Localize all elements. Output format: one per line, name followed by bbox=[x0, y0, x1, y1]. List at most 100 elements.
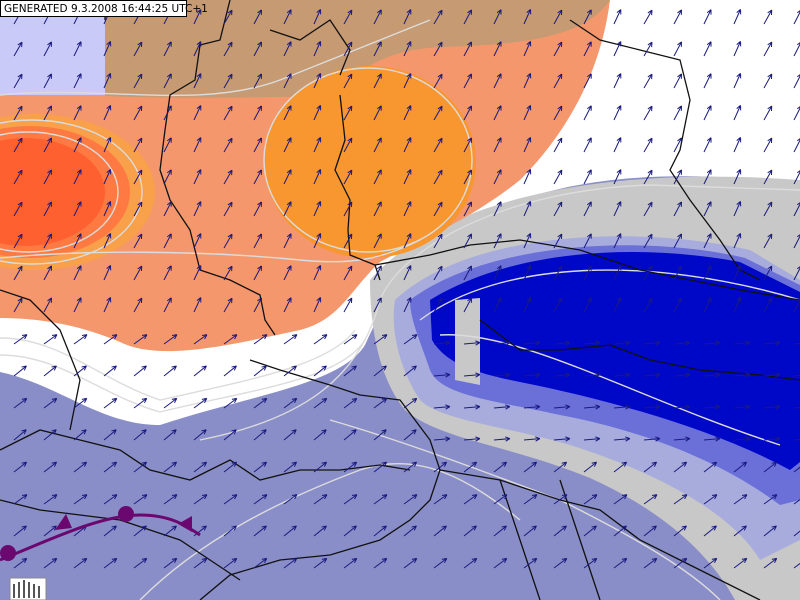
wind-arrow bbox=[553, 265, 563, 281]
wind-arrow bbox=[793, 266, 800, 281]
wind-arrow bbox=[463, 436, 481, 442]
wind-arrow bbox=[763, 9, 773, 25]
wind-arrow bbox=[373, 105, 382, 121]
legend-icon bbox=[9, 577, 47, 600]
wind-arrow bbox=[343, 9, 353, 25]
wind-arrow bbox=[103, 105, 112, 121]
wind-arrow bbox=[613, 461, 628, 473]
front-symbol bbox=[55, 514, 72, 530]
wind-arrow bbox=[703, 201, 712, 217]
border bbox=[479, 319, 800, 381]
wind-arrow bbox=[703, 41, 712, 57]
wind-arrow bbox=[73, 494, 88, 505]
wind-arrow bbox=[673, 557, 688, 569]
wind-arrow bbox=[793, 406, 800, 409]
wind-arrow bbox=[13, 297, 23, 313]
front-symbol bbox=[178, 516, 192, 532]
wind-arrow bbox=[103, 265, 112, 281]
title-box bbox=[0, 0, 187, 17]
wind-arrow bbox=[283, 105, 292, 121]
wind-arrow bbox=[703, 340, 721, 346]
wind-arrow bbox=[253, 365, 267, 377]
wind-arrow bbox=[613, 73, 622, 89]
wind-arrow bbox=[403, 169, 412, 185]
wind-arrow bbox=[373, 494, 388, 505]
wind-arrow bbox=[613, 169, 622, 185]
wind-arrow bbox=[523, 41, 532, 57]
wind-arrow bbox=[673, 137, 683, 153]
wind-arrow bbox=[13, 557, 28, 569]
wind-arrow bbox=[313, 105, 322, 121]
contour bbox=[439, 334, 781, 446]
wind-arrow bbox=[133, 169, 143, 185]
wind-arrow bbox=[433, 233, 443, 249]
border bbox=[199, 359, 441, 600]
wind-arrow bbox=[193, 461, 208, 473]
border bbox=[0, 499, 241, 581]
wind-arrow bbox=[253, 41, 263, 57]
field-gray-patch bbox=[455, 298, 480, 385]
wind-arrow bbox=[73, 461, 88, 473]
wind-arrow bbox=[523, 137, 532, 153]
wind-arrow bbox=[613, 557, 628, 569]
wind-arrow bbox=[523, 201, 532, 217]
wind-arrow bbox=[403, 201, 412, 217]
wind-arrow bbox=[763, 73, 773, 89]
wind-arrow bbox=[433, 9, 443, 25]
wind-arrow bbox=[193, 201, 202, 217]
wind-arrow bbox=[793, 202, 800, 217]
wind-arrow bbox=[793, 466, 800, 473]
wind-arrow bbox=[583, 525, 597, 537]
wind-arrow bbox=[343, 557, 358, 569]
wind-arrow bbox=[43, 233, 53, 249]
wind-arrow bbox=[703, 9, 712, 25]
wind-arrow bbox=[613, 297, 622, 313]
wind-arrow bbox=[433, 494, 448, 505]
wind-arrow bbox=[523, 494, 538, 505]
wind-arrow bbox=[433, 73, 443, 89]
wind-arrow bbox=[673, 461, 688, 473]
weather-front bbox=[0, 506, 201, 562]
wind-arrow bbox=[433, 169, 443, 185]
wind-arrow bbox=[403, 105, 412, 121]
wind-arrow bbox=[463, 404, 481, 410]
wind-arrow bbox=[343, 494, 358, 505]
wind-arrow bbox=[373, 137, 382, 153]
wind-arrow bbox=[253, 105, 263, 121]
wind-arrow bbox=[103, 201, 112, 217]
wind-arrow bbox=[193, 397, 208, 409]
wind-arrow bbox=[793, 170, 800, 185]
wind-arrow bbox=[73, 73, 82, 89]
wind-arrow bbox=[73, 334, 88, 345]
wind-arrow bbox=[733, 494, 748, 505]
wind-arrow bbox=[373, 429, 387, 441]
wind-arrow bbox=[763, 436, 781, 442]
wind-arrow bbox=[313, 41, 322, 57]
wind-arrow bbox=[133, 525, 147, 537]
wind-arrow bbox=[463, 169, 473, 185]
wind-arrow bbox=[733, 201, 742, 217]
wind-arrow bbox=[643, 494, 658, 505]
wind-arrow bbox=[523, 404, 541, 410]
wind-arrow bbox=[493, 73, 502, 89]
wind-arrow bbox=[673, 201, 683, 217]
wind-arrow bbox=[283, 169, 292, 185]
wind-arrow bbox=[763, 372, 781, 378]
wind-arrow bbox=[553, 494, 568, 505]
wind-arrow bbox=[553, 201, 563, 217]
wind-arrow bbox=[223, 137, 233, 153]
wind-arrow bbox=[313, 334, 328, 345]
wind-arrow bbox=[343, 265, 353, 281]
wind-arrow bbox=[703, 404, 721, 410]
contour bbox=[0, 119, 143, 265]
wind-arrow bbox=[133, 137, 143, 153]
wind-arrow bbox=[193, 73, 202, 89]
wind-arrow bbox=[553, 436, 571, 442]
wind-arrow bbox=[643, 436, 661, 442]
wind-arrow bbox=[523, 461, 538, 473]
wind-arrow bbox=[163, 494, 178, 505]
wind-arrow bbox=[673, 372, 691, 378]
wind-arrow bbox=[103, 397, 118, 409]
wind-arrow bbox=[283, 233, 292, 249]
